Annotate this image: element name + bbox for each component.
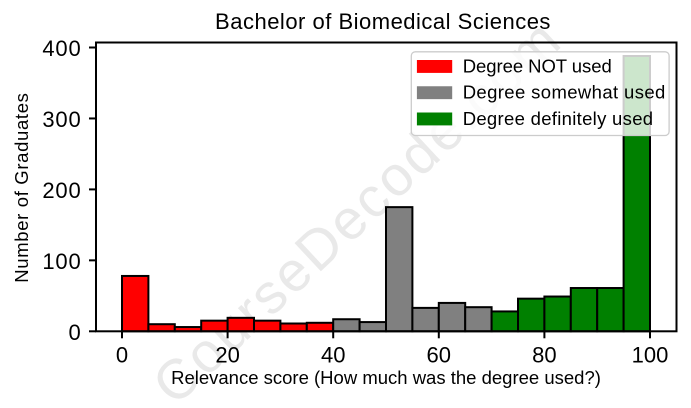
svg-text:300: 300: [42, 107, 81, 132]
svg-text:Relevance score (How much was: Relevance score (How much was the degree…: [171, 367, 601, 388]
svg-text:400: 400: [42, 36, 81, 61]
svg-text:Number of Graduates: Number of Graduates: [11, 92, 32, 282]
svg-text:0: 0: [116, 343, 128, 368]
svg-text:0: 0: [68, 320, 81, 345]
svg-text:Bachelor of Biomedical Science: Bachelor of Biomedical Sciences: [215, 9, 551, 34]
svg-text:100: 100: [42, 249, 81, 274]
svg-text:Degree NOT used: Degree NOT used: [463, 55, 612, 76]
svg-text:40: 40: [321, 343, 345, 368]
svg-text:100: 100: [632, 343, 669, 368]
svg-text:Degree somewhat used: Degree somewhat used: [463, 82, 666, 103]
svg-text:20: 20: [215, 343, 239, 368]
svg-text:Degree definitely used: Degree definitely used: [463, 108, 654, 129]
svg-text:60: 60: [427, 343, 451, 368]
svg-text:200: 200: [42, 178, 81, 203]
svg-text:80: 80: [532, 343, 556, 368]
